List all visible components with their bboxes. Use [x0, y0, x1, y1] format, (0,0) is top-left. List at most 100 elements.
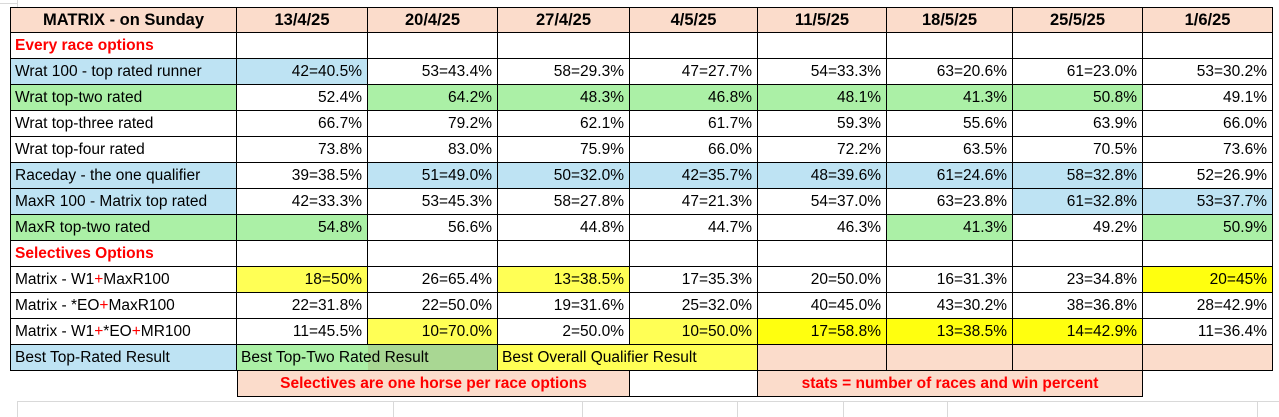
empty-cell[interactable] — [237, 33, 368, 59]
data-cell[interactable]: 58=29.3% — [498, 59, 630, 85]
data-cell[interactable]: 62.1% — [498, 111, 630, 137]
data-cell[interactable]: 48.1% — [758, 85, 887, 111]
empty-cell[interactable] — [1013, 241, 1143, 267]
row-label[interactable]: Matrix - W1+MaxR100 — [10, 267, 237, 293]
row-label[interactable]: Wrat top-three rated — [10, 111, 237, 137]
empty-cell[interactable] — [630, 371, 758, 397]
empty-cell[interactable] — [498, 241, 630, 267]
data-cell[interactable]: 48.3% — [498, 85, 630, 111]
empty-cell[interactable] — [1143, 33, 1273, 59]
data-cell[interactable]: 53=37.7% — [1143, 189, 1273, 215]
row-label[interactable]: MaxR 100 - Matrix top rated — [10, 189, 237, 215]
empty-cell[interactable] — [10, 371, 237, 397]
data-cell[interactable]: 72.2% — [758, 137, 887, 163]
data-cell[interactable]: 41.3% — [887, 85, 1013, 111]
empty-cell[interactable] — [758, 345, 887, 371]
data-cell[interactable]: 23=34.8% — [1013, 267, 1143, 293]
section-label[interactable]: Selectives Options — [10, 241, 237, 267]
empty-cell[interactable] — [368, 241, 498, 267]
header-title-cell[interactable]: MATRIX - on Sunday — [10, 7, 237, 33]
data-cell[interactable]: 20=50.0% — [758, 267, 887, 293]
date-header[interactable]: 18/5/25 — [887, 7, 1013, 33]
data-cell[interactable]: 46.3% — [758, 215, 887, 241]
data-cell[interactable]: 50.8% — [1013, 85, 1143, 111]
data-cell[interactable]: 46.8% — [630, 85, 758, 111]
best-overall-cell[interactable]: Best Overall Qualifier Result — [498, 345, 758, 371]
data-cell[interactable]: 53=43.4% — [368, 59, 498, 85]
data-cell[interactable]: 54=33.3% — [758, 59, 887, 85]
best-top-two-cell[interactable]: Best Top-Two Rated Result — [237, 345, 498, 371]
data-cell[interactable]: 70.5% — [1013, 137, 1143, 163]
empty-cell[interactable] — [887, 33, 1013, 59]
date-header[interactable]: 13/4/25 — [237, 7, 368, 33]
row-label[interactable]: Matrix - *EO+MaxR100 — [10, 293, 237, 319]
data-cell[interactable]: 63=23.8% — [887, 189, 1013, 215]
data-cell[interactable]: 47=21.3% — [630, 189, 758, 215]
data-cell[interactable]: 48=39.6% — [758, 163, 887, 189]
data-cell[interactable]: 83.0% — [368, 137, 498, 163]
date-header[interactable]: 27/4/25 — [498, 7, 630, 33]
data-cell[interactable]: 63.5% — [887, 137, 1013, 163]
data-cell[interactable]: 50=32.0% — [498, 163, 630, 189]
empty-cell[interactable] — [237, 241, 368, 267]
data-cell[interactable]: 75.9% — [498, 137, 630, 163]
data-cell[interactable]: 52.4% — [237, 85, 368, 111]
data-cell[interactable]: 59.3% — [758, 111, 887, 137]
empty-cell[interactable] — [498, 33, 630, 59]
data-cell[interactable]: 61=23.0% — [1013, 59, 1143, 85]
data-cell[interactable]: 52=26.9% — [1143, 163, 1273, 189]
empty-cell[interactable] — [1143, 371, 1273, 397]
data-cell[interactable]: 42=33.3% — [237, 189, 368, 215]
data-cell[interactable]: 73.6% — [1143, 137, 1273, 163]
row-label[interactable]: Matrix - W1+*EO+MR100 — [10, 319, 237, 345]
row-label[interactable]: MaxR top-two rated — [10, 215, 237, 241]
best-top-rated-cell[interactable]: Best Top-Rated Result — [10, 345, 237, 371]
data-cell[interactable]: 64.2% — [368, 85, 498, 111]
empty-cell[interactable] — [630, 241, 758, 267]
data-cell[interactable]: 61=24.6% — [887, 163, 1013, 189]
row-label[interactable]: Wrat 100 - top rated runner — [10, 59, 237, 85]
data-cell[interactable]: 51=49.0% — [368, 163, 498, 189]
data-cell[interactable]: 25=32.0% — [630, 293, 758, 319]
empty-cell[interactable] — [1013, 33, 1143, 59]
data-cell[interactable]: 66.7% — [237, 111, 368, 137]
row-label[interactable]: Wrat top-four rated — [10, 137, 237, 163]
data-cell[interactable]: 11=36.4% — [1143, 319, 1273, 345]
data-cell[interactable]: 55.6% — [887, 111, 1013, 137]
empty-cell[interactable] — [758, 241, 887, 267]
data-cell[interactable]: 53=45.3% — [368, 189, 498, 215]
data-cell[interactable]: 66.0% — [630, 137, 758, 163]
data-cell[interactable]: 54=37.0% — [758, 189, 887, 215]
data-cell[interactable]: 17=58.8% — [758, 319, 887, 345]
data-cell[interactable]: 14=42.9% — [1013, 319, 1143, 345]
empty-cell[interactable] — [630, 33, 758, 59]
data-cell[interactable]: 17=35.3% — [630, 267, 758, 293]
empty-cell[interactable] — [758, 33, 887, 59]
data-cell[interactable]: 18=50% — [237, 267, 368, 293]
data-cell[interactable]: 19=31.6% — [498, 293, 630, 319]
data-cell[interactable]: 42=35.7% — [630, 163, 758, 189]
data-cell[interactable]: 22=50.0% — [368, 293, 498, 319]
data-cell[interactable]: 47=27.7% — [630, 59, 758, 85]
data-cell[interactable]: 39=38.5% — [237, 163, 368, 189]
data-cell[interactable]: 43=30.2% — [887, 293, 1013, 319]
empty-cell[interactable] — [887, 345, 1013, 371]
empty-cell[interactable] — [1013, 345, 1143, 371]
data-cell[interactable]: 11=45.5% — [237, 319, 368, 345]
data-cell[interactable]: 66.0% — [1143, 111, 1273, 137]
data-cell[interactable]: 10=50.0% — [630, 319, 758, 345]
data-cell[interactable]: 38=36.8% — [1013, 293, 1143, 319]
data-cell[interactable]: 42=40.5% — [237, 59, 368, 85]
data-cell[interactable]: 26=65.4% — [368, 267, 498, 293]
note-selectives[interactable]: Selectives are one horse per race option… — [237, 371, 630, 397]
empty-cell[interactable] — [1143, 241, 1273, 267]
data-cell[interactable]: 28=42.9% — [1143, 293, 1273, 319]
date-header[interactable]: 25/5/25 — [1013, 7, 1143, 33]
date-header[interactable]: 4/5/25 — [630, 7, 758, 33]
data-cell[interactable]: 44.8% — [498, 215, 630, 241]
data-cell[interactable]: 22=31.8% — [237, 293, 368, 319]
date-header[interactable]: 11/5/25 — [758, 7, 887, 33]
data-cell[interactable]: 54.8% — [237, 215, 368, 241]
data-cell[interactable]: 61.7% — [630, 111, 758, 137]
empty-cell[interactable] — [368, 33, 498, 59]
